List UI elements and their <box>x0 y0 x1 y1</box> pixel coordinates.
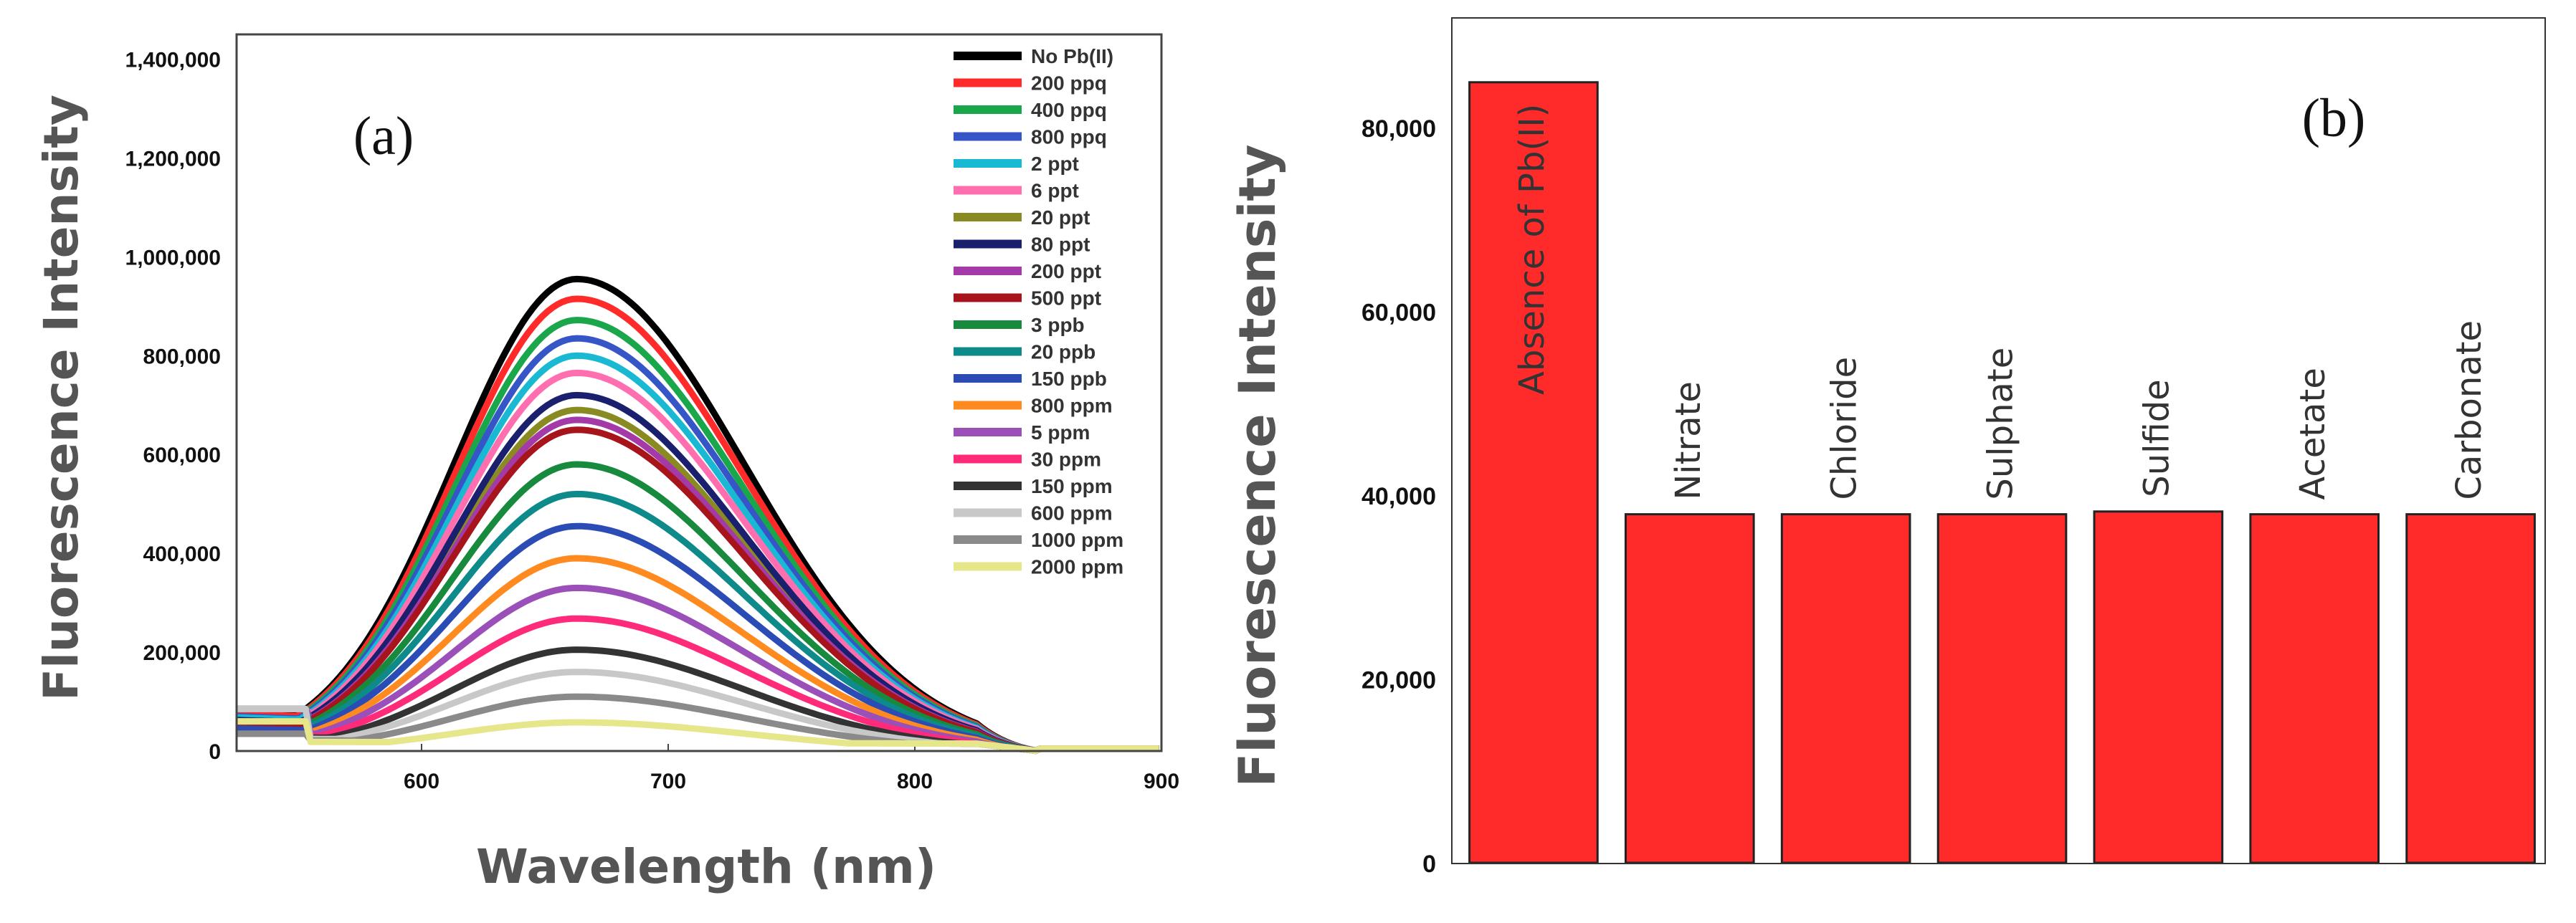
legend-label: 1000 ppm <box>1031 529 1123 551</box>
legend-label: 500 ppt <box>1031 287 1101 310</box>
bar-category-label: Chloride <box>1825 357 1865 500</box>
legend-label: 2 ppt <box>1031 153 1079 175</box>
bar <box>2405 513 2536 864</box>
panel-b-bars: Absence of Pb(II) Nitrate Chloride Sulphate… <box>1468 81 2536 864</box>
legend-label: 150 ppb <box>1031 368 1107 390</box>
x-tick-label: 900 <box>1144 770 1179 793</box>
x-tick-label: 600 <box>404 770 439 793</box>
y-tick-label: 1,400,000 <box>125 48 221 72</box>
series-line <box>237 718 1159 755</box>
legend-label: 800 ppm <box>1031 395 1113 417</box>
y-tick-label: 80,000 <box>1361 115 1436 143</box>
legend-label: 3 ppb <box>1031 314 1085 336</box>
panel-a-x-axis-title: Wavelength (nm) <box>476 839 936 894</box>
bar-category-label: Sulphate <box>1981 348 2021 500</box>
bar-category-label: Absence of Pb(II) <box>1512 104 1552 395</box>
x-tick-label: 800 <box>897 770 933 793</box>
y-tick-label: 0 <box>209 740 221 764</box>
legend-label: 80 ppt <box>1031 234 1090 256</box>
bar-category-label: Sulfide <box>2137 379 2177 497</box>
bar-category-label: Nitrate <box>1668 381 1708 500</box>
y-tick-label: 20,000 <box>1361 666 1436 694</box>
legend-label: 20 ppt <box>1031 206 1090 229</box>
panel-b-plot-frame <box>1451 17 2546 864</box>
legend-label: 800 ppq <box>1031 126 1107 148</box>
legend-label: 2000 ppm <box>1031 556 1123 578</box>
y-tick-label: 60,000 <box>1361 299 1436 326</box>
legend-label: 200 ppq <box>1031 72 1107 95</box>
panel-a-legend: No Pb(II) 200 ppq 400 ppq 800 ppq 2 ppt 6 ppt… <box>954 45 1123 578</box>
legend-label: 5 ppm <box>1031 421 1090 444</box>
legend-label: 6 ppt <box>1031 180 1079 202</box>
x-tick-label: 700 <box>650 770 686 793</box>
bar <box>1780 513 1911 864</box>
legend-label: 600 ppm <box>1031 502 1113 525</box>
bar <box>1468 81 1599 864</box>
legend-label: 30 ppm <box>1031 449 1101 471</box>
bar <box>1936 513 2068 864</box>
legend-label: No Pb(II) <box>1031 45 1113 67</box>
bar <box>2249 513 2380 864</box>
panel-b-bar-chart: Fluorescence Intensity (b) 0 20,000 40,000… <box>1228 17 2546 878</box>
panel-a-series <box>236 275 1159 755</box>
y-tick-label: 600,000 <box>143 444 221 467</box>
legend-label: 20 ppb <box>1031 341 1095 363</box>
panel-a-label: (a) <box>353 106 414 166</box>
panel-a-x-tick-labels: 600 700 800 900 <box>404 770 1179 793</box>
panel-a-line-chart: Fluorescence Intensity Wavelength (nm) (… <box>34 33 1179 894</box>
bar-category-label: Acetate <box>2293 368 2333 500</box>
bar <box>1624 513 1755 864</box>
panel-a-y-tick-labels: 0 200,000 400,000 600,000 800,000 1,000,000 1,… <box>125 48 221 764</box>
panel-a-plot-frame <box>235 33 1163 752</box>
legend-label: 150 ppm <box>1031 475 1113 497</box>
y-tick-label: 40,000 <box>1361 483 1436 510</box>
y-tick-label: 800,000 <box>143 345 221 368</box>
y-tick-label: 1,000,000 <box>125 246 221 269</box>
bar-category-label: Carbonate <box>2449 320 2489 500</box>
panel-b-y-axis-title: Fluorescence Intensity <box>1228 145 1287 788</box>
y-tick-label: 200,000 <box>143 641 221 665</box>
y-tick-label: 1,200,000 <box>125 147 221 171</box>
panel-b-y-tick-labels: 0 20,000 40,000 60,000 80,000 <box>1361 115 1436 878</box>
y-tick-label: 0 <box>1422 851 1436 878</box>
legend-label: 200 ppt <box>1031 260 1101 282</box>
panel-a-y-axis-title: Fluorescence Intensity <box>34 95 89 701</box>
panel-b-label: (b) <box>2302 88 2366 148</box>
y-tick-label: 400,000 <box>143 542 221 566</box>
bar <box>2093 510 2224 864</box>
legend-label: 400 ppq <box>1031 99 1107 121</box>
